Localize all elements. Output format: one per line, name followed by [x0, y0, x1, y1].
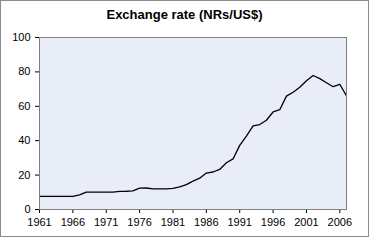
svg-text:1966: 1966	[61, 216, 85, 228]
svg-text:1981: 1981	[161, 216, 185, 228]
svg-text:20: 20	[18, 169, 30, 181]
svg-text:2006: 2006	[328, 216, 352, 228]
svg-text:100: 100	[12, 31, 30, 43]
svg-text:1991: 1991	[227, 216, 251, 228]
svg-text:80: 80	[18, 65, 30, 77]
svg-text:1976: 1976	[127, 216, 151, 228]
svg-text:0: 0	[24, 203, 30, 215]
svg-text:2001: 2001	[294, 216, 318, 228]
svg-text:1971: 1971	[94, 216, 118, 228]
svg-text:1986: 1986	[194, 216, 218, 228]
html-text:Exchange rate (NRs/US$): Exchange rate (NRs/US$)	[106, 7, 263, 22]
svg-text:1996: 1996	[261, 216, 285, 228]
svg-text:60: 60	[18, 100, 30, 112]
svg-text:40: 40	[18, 134, 30, 146]
svg-text:1961: 1961	[27, 216, 51, 228]
